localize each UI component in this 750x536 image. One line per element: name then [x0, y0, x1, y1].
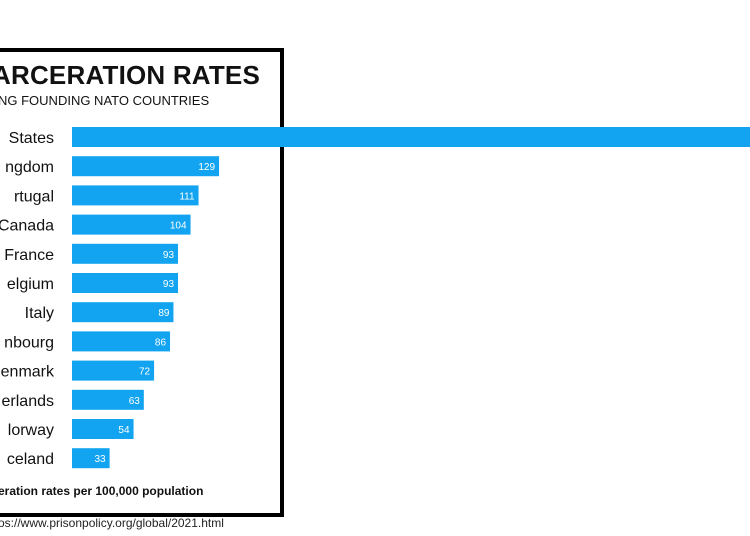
- value-label: 54: [118, 425, 130, 436]
- chart-caption: eration rates per 100,000 population: [0, 484, 204, 498]
- bar-7: [72, 331, 171, 352]
- value-label: 72: [139, 367, 151, 378]
- category-label: elgium: [7, 276, 54, 293]
- category-label: celand: [7, 451, 54, 468]
- category-label: nbourg: [4, 334, 54, 351]
- value-label: 89: [158, 308, 170, 319]
- value-label: 93: [163, 279, 175, 290]
- bar-2: [72, 185, 199, 206]
- value-label: 129: [198, 162, 215, 173]
- bar-3: [72, 214, 191, 235]
- category-label: France: [4, 247, 54, 264]
- bar-10: [72, 419, 134, 439]
- category-label: lorway: [8, 422, 54, 439]
- category-label: enmark: [1, 364, 55, 381]
- chart-subtitle: NG FOUNDING NATO COUNTRIES: [0, 93, 210, 108]
- category-label: Italy: [25, 305, 54, 322]
- value-label: 93: [163, 250, 175, 261]
- category-label: rtugal: [14, 188, 54, 205]
- value-label: 104: [170, 221, 187, 232]
- bar-9: [72, 389, 144, 410]
- bar-5: [72, 273, 179, 293]
- bar-8: [72, 360, 155, 381]
- category-label: Canada: [0, 218, 54, 235]
- value-label: 63: [129, 396, 141, 407]
- value-label: 33: [94, 454, 106, 465]
- chart-title: ARCERATION RATES: [0, 60, 261, 90]
- category-label: States: [9, 130, 54, 147]
- bar-4: [72, 243, 179, 264]
- bar-6: [72, 302, 174, 323]
- value-label: 111: [179, 191, 195, 202]
- category-label: erlands: [2, 393, 54, 410]
- source-url: os://www.prisonpolicy.org/global/2021.ht…: [0, 516, 224, 530]
- bar-11: [72, 448, 110, 469]
- category-label: ngdom: [5, 159, 54, 176]
- bar-1: [72, 156, 220, 177]
- value-label: 86: [155, 337, 167, 348]
- bar-0: [72, 127, 750, 147]
